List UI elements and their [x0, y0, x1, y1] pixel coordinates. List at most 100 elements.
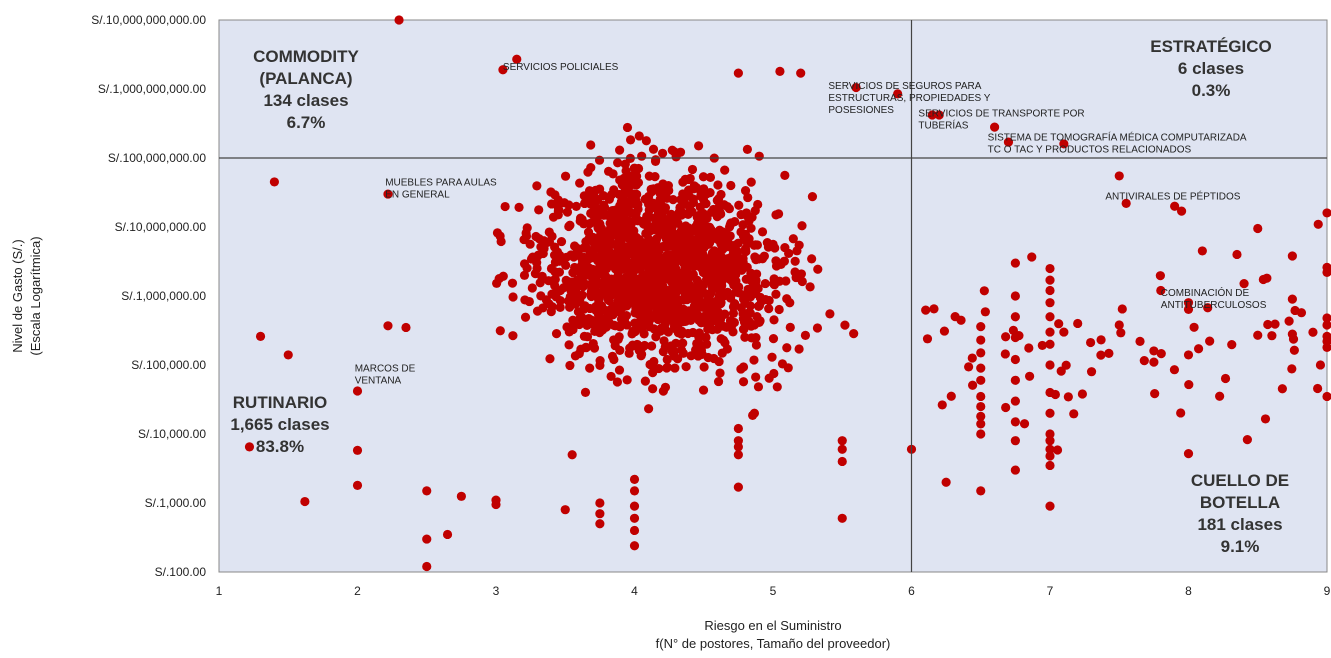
data-point [556, 236, 567, 247]
data-point [648, 368, 658, 378]
data-point [728, 250, 738, 260]
data-point [612, 377, 623, 387]
data-point [1215, 391, 1225, 401]
data-point [641, 297, 651, 307]
data-point [633, 281, 644, 291]
data-point [495, 231, 505, 241]
data-point [1193, 344, 1204, 354]
data-point [658, 347, 668, 357]
data-point [555, 302, 565, 313]
data-point [1150, 389, 1160, 399]
data-point [642, 195, 652, 205]
data-point [752, 312, 762, 322]
data-point [603, 308, 613, 319]
data-point [1287, 251, 1297, 261]
data-point [681, 311, 691, 321]
data-point [534, 205, 544, 215]
data-point [508, 292, 518, 302]
data-point [1069, 409, 1079, 419]
data-point [519, 234, 529, 245]
data-point [1267, 331, 1277, 341]
data-point [679, 228, 690, 238]
data-point [586, 140, 596, 150]
data-point [695, 202, 705, 212]
x-tick-label: 1 [216, 584, 223, 598]
data-point [587, 217, 597, 227]
data-point [1045, 444, 1055, 454]
data-point [751, 240, 761, 250]
data-point [701, 332, 711, 342]
data-point [581, 257, 591, 267]
data-point [673, 354, 683, 364]
data-point [422, 486, 432, 496]
data-point [580, 302, 590, 312]
data-point [584, 314, 594, 324]
data-point [588, 253, 598, 263]
data-point [633, 163, 644, 174]
data-point [1139, 356, 1149, 366]
data-point [837, 444, 847, 454]
data-point [696, 191, 706, 201]
data-point [269, 177, 279, 187]
data-point [283, 350, 293, 360]
data-point [614, 365, 625, 375]
data-point [532, 263, 542, 274]
data-point [507, 278, 518, 288]
annotation-marcos-ventana: MARCOS DE VENTANA [355, 364, 416, 387]
data-point [394, 15, 404, 25]
data-point [644, 404, 654, 414]
data-point [837, 513, 847, 523]
data-point [641, 136, 651, 146]
data-point [745, 292, 756, 302]
data-point [1203, 303, 1213, 313]
data-point [671, 338, 681, 348]
data-point [742, 308, 752, 319]
quadrant-labels: COMMODITY (PALANCA) 134 clases 6.7% ESTRATÉG… [230, 37, 1289, 556]
data-point [596, 246, 607, 256]
data-point [538, 248, 548, 259]
y-tick-label: S/.1,000,000,000.00 [98, 82, 206, 96]
data-point [738, 362, 749, 372]
data-point [753, 382, 764, 392]
data-point [1045, 339, 1055, 349]
data-point [300, 496, 310, 507]
data-point [527, 283, 537, 293]
data-point [728, 277, 738, 287]
data-point [550, 281, 560, 291]
data-point [637, 151, 647, 161]
data-point [422, 561, 432, 572]
data-point [946, 391, 956, 401]
data-point [1052, 445, 1063, 455]
data-point [1059, 327, 1069, 337]
data-point [689, 241, 699, 252]
x-tick-label: 3 [493, 584, 500, 598]
data-point [734, 200, 744, 210]
data-point [976, 429, 986, 439]
data-point [976, 486, 986, 496]
data-point [625, 135, 636, 145]
data-point [422, 534, 432, 544]
data-point [724, 204, 734, 214]
data-point [937, 400, 947, 410]
data-point [596, 206, 606, 217]
data-point [665, 270, 675, 280]
data-point [614, 300, 625, 311]
data-point [714, 247, 724, 257]
data-point [733, 436, 743, 446]
data-point [769, 315, 779, 325]
data-point [554, 205, 564, 215]
data-point [1296, 308, 1307, 318]
annotation-tomografia: SISTEMA DE TOMOGRAFÍA MÉDICA COMPUTARIZA… [988, 130, 1247, 155]
data-point [851, 82, 861, 93]
data-point [580, 387, 591, 398]
data-point [976, 363, 986, 373]
data-point [979, 286, 989, 296]
data-point [699, 216, 709, 227]
data-point [1045, 460, 1055, 471]
data-point [562, 322, 572, 332]
data-point [741, 208, 752, 218]
data-point [652, 250, 662, 260]
data-point [673, 218, 683, 228]
data-point [627, 329, 637, 339]
data-point [794, 344, 804, 354]
